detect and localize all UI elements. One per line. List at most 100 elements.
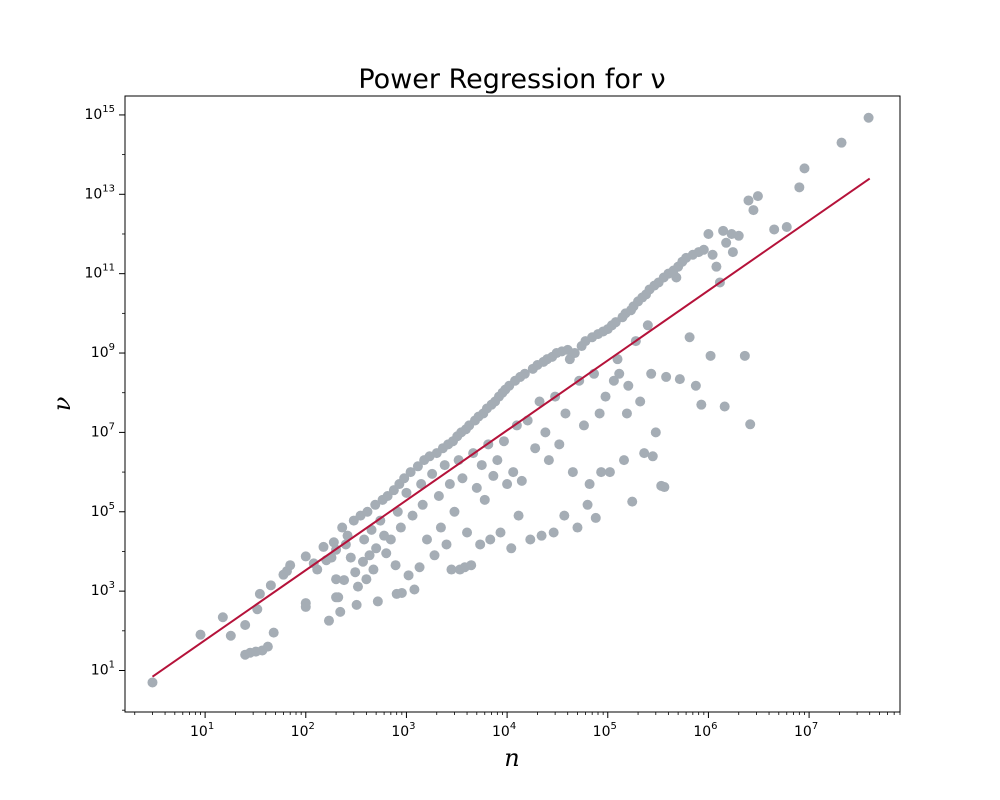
scatter-point-73 [416,479,427,490]
scatter-point-21 [312,564,323,575]
scatter-point-228 [748,205,759,216]
scatter-point-3 [225,630,236,641]
y-tick-label-1: 103 [91,580,115,599]
y-tick-label-3: 107 [91,421,115,440]
scatter-point-129 [516,475,527,486]
scatter-point-68 [405,467,416,478]
y-tick-label-5: 1011 [84,263,115,282]
scatter-point-132 [525,534,536,545]
scatter-point-177 [619,455,630,466]
scatter-point-233 [799,163,810,174]
scatter-point-0 [147,677,158,688]
scatter-point-13 [268,627,279,638]
x-tick-label-6: 107 [794,721,818,740]
scatter-point-44 [361,574,372,585]
scatter-point-50 [371,543,382,554]
y-tick-label-0: 101 [91,660,115,679]
scatter-point-115 [492,455,503,466]
scatter-point-67 [403,570,414,581]
scatter-point-61 [392,506,403,517]
scatter-points [147,112,874,688]
scatter-point-192 [646,368,657,379]
scatter-point-226 [743,195,754,206]
scatter-point-130 [519,368,530,379]
scatter-point-188 [639,448,650,459]
scatter-point-157 [578,420,589,431]
scatter-point-12 [265,580,276,591]
y-axis-label: ν [48,397,76,412]
y-tick-label-2: 105 [91,501,115,520]
scatter-point-232 [794,182,805,193]
scatter-point-70 [409,584,420,595]
scatter-point-79 [429,550,440,561]
y-axis-ticks: 101 103 105 107 109 1011 1013 1015 [84,104,125,711]
scatter-point-168 [600,391,611,402]
y-tick-label-4: 109 [91,342,115,361]
scatter-point-221 [721,237,732,248]
scatter-point-200 [661,371,672,382]
scatter-point-153 [569,348,580,359]
scatter-point-172 [608,375,619,386]
scatter-point-95 [457,473,468,484]
scatter-point-24 [323,615,334,626]
scatter-point-57 [385,534,396,545]
scatter-point-215 [705,350,716,361]
scatter-point-52 [375,515,386,526]
scatter-point-229 [752,191,763,202]
scatter-point-76 [421,534,432,545]
scatter-point-124 [508,467,519,478]
scatter-point-19 [300,551,311,562]
scatter-point-84 [439,460,450,471]
scatter-point-65 [399,473,410,484]
scatter-point-223 [727,247,738,258]
x-axis-ticks: 101 102 103 104 105 106 107 [134,712,901,740]
scatter-point-36 [345,552,356,563]
x-axis-label: n [504,744,519,772]
scatter-point-160 [584,479,595,490]
x-tick-label-0: 101 [190,721,214,740]
scatter-point-4 [240,620,251,631]
scatter-point-141 [543,455,554,466]
scatter-point-117 [495,527,506,538]
scatter-point-137 [536,530,547,541]
scatter-point-81 [433,490,444,501]
scatter-point-31 [335,606,346,617]
scatter-point-30 [333,592,344,603]
scatter-point-234 [836,137,847,148]
x-tick-label-2: 103 [391,721,415,740]
scatter-point-35 [342,530,353,541]
y-tick-label-7: 1015 [84,104,115,123]
scatter-point-69 [407,510,418,521]
scatter-point-103 [471,482,482,493]
scatter-point-71 [412,461,423,472]
scatter-point-235 [863,112,874,123]
scatter-point-1 [195,629,206,640]
scatter-point-186 [635,396,646,407]
x-tick-label-1: 102 [291,721,315,740]
scatter-point-224 [733,230,744,241]
scatter-point-43 [359,534,370,545]
regression-line [151,177,871,678]
scatter-point-9 [254,588,265,599]
scatter-point-90 [449,506,460,517]
scatter-point-225 [739,350,750,361]
scatter-point-64 [396,587,407,598]
scatter-point-231 [781,221,792,232]
scatter-point-22 [318,541,329,552]
scatter-point-55 [381,548,392,559]
scatter-point-28 [331,574,342,585]
scatter-point-149 [560,408,571,419]
chart-title: Power Regression for ν [358,64,665,95]
scatter-point-179 [621,408,632,419]
scatter-point-49 [370,499,381,510]
scatter-point-113 [488,470,499,481]
scatter-point-127 [513,510,524,521]
scatter-point-74 [417,499,428,510]
scatter-point-148 [559,510,570,521]
scatter-point-182 [627,496,638,507]
scatter-point-217 [711,261,722,272]
scatter-point-213 [698,244,709,255]
scatter-point-203 [671,272,682,283]
scatter-point-190 [642,320,653,331]
